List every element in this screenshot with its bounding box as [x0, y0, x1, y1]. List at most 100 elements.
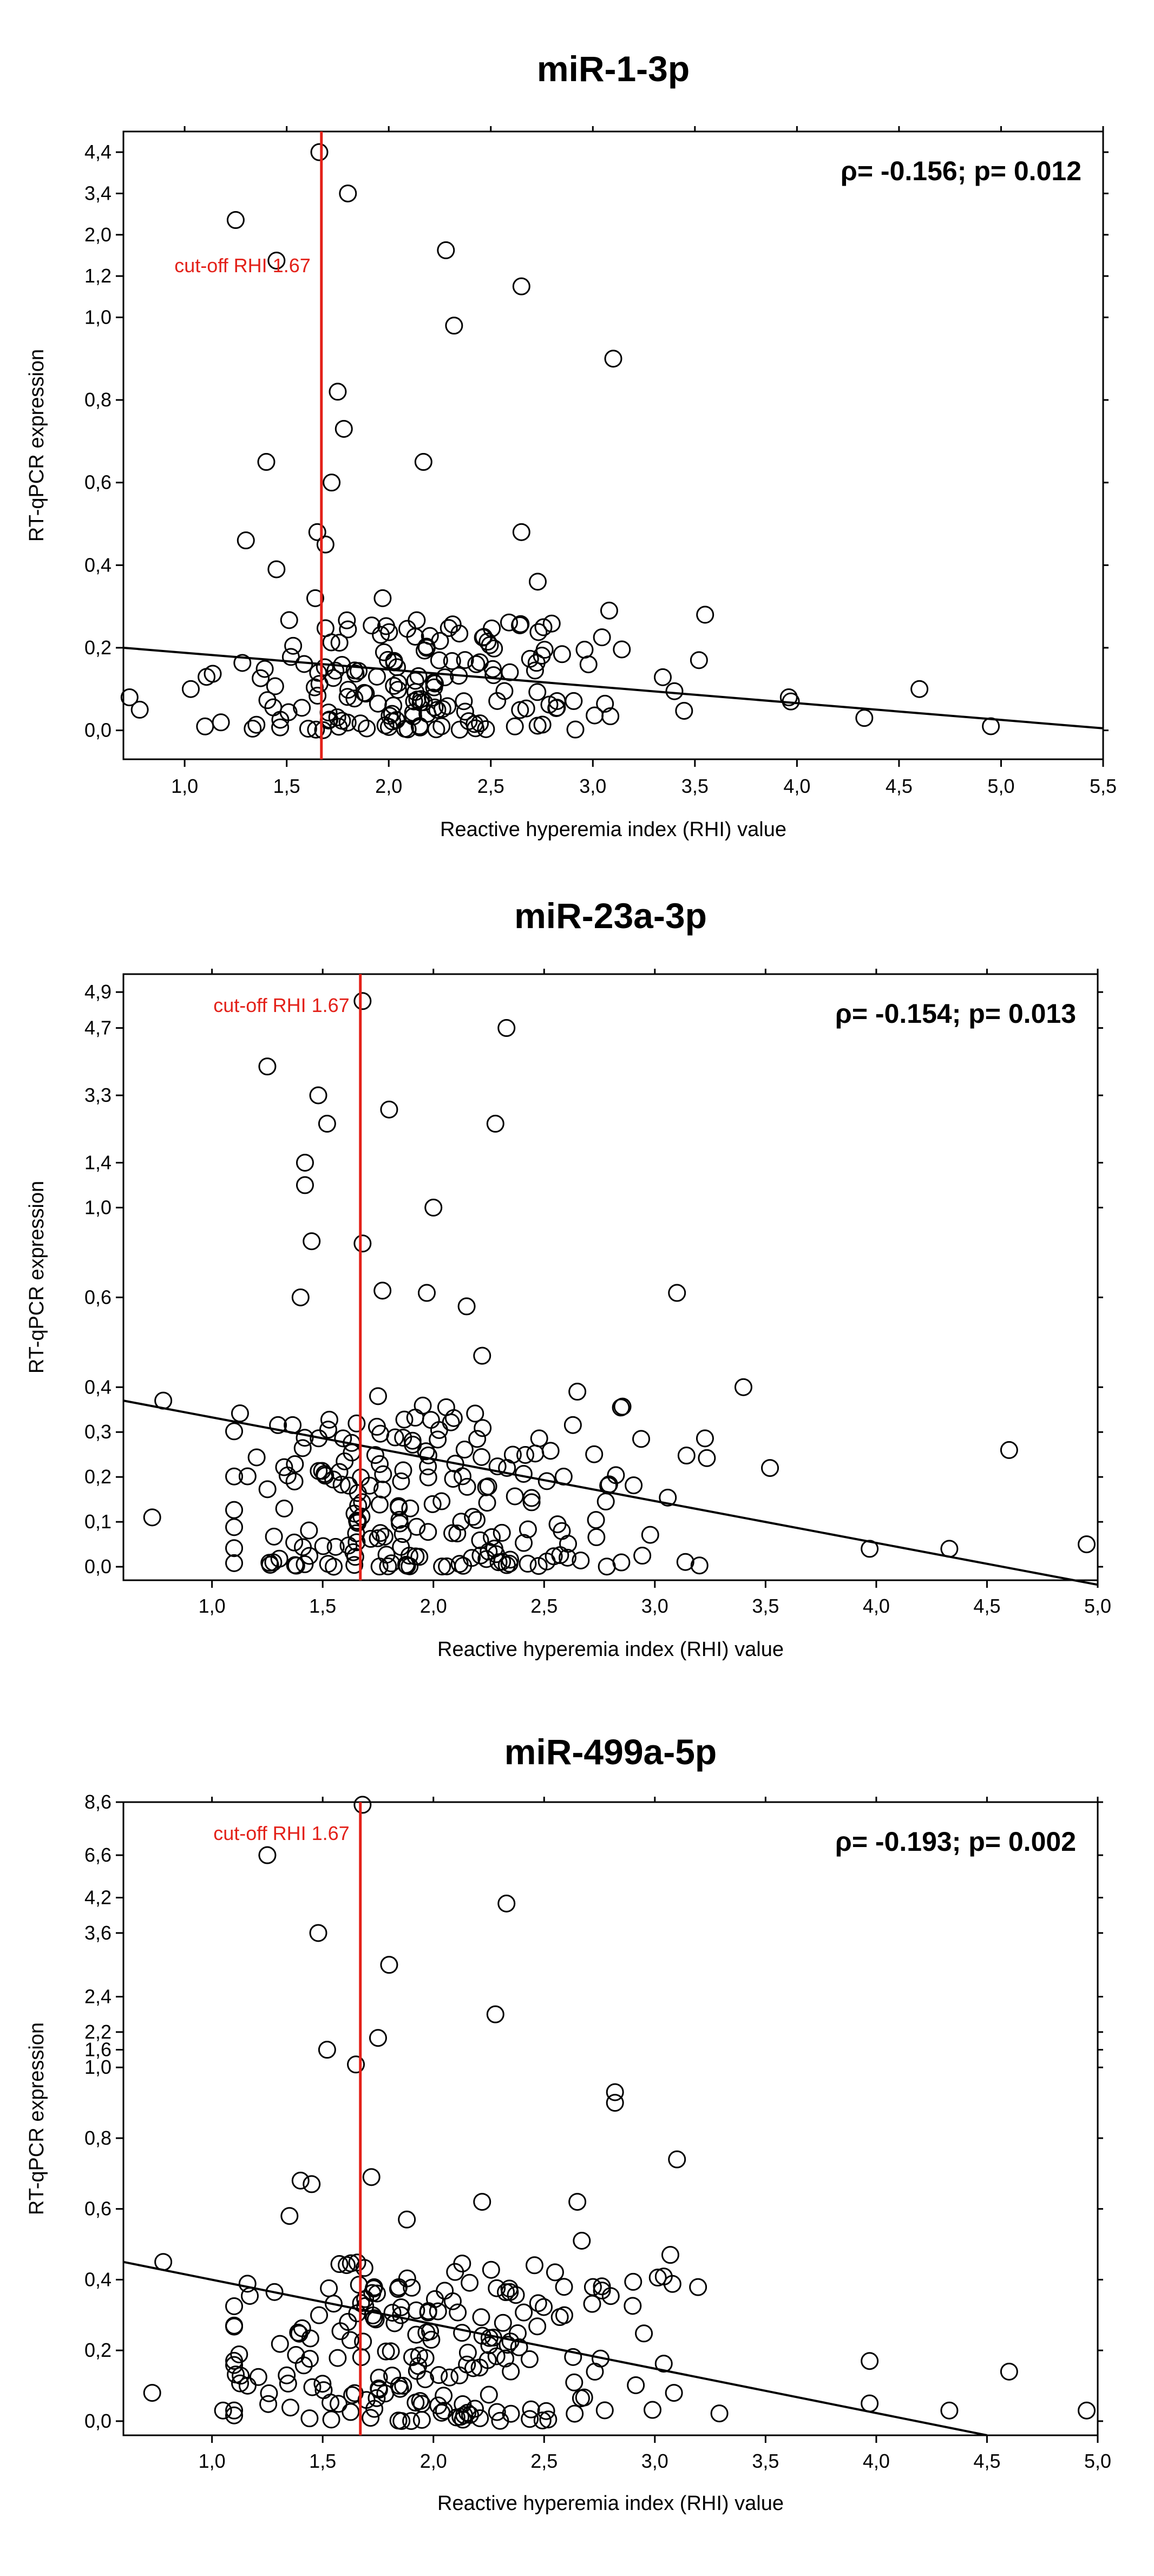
- data-point: [353, 992, 372, 1010]
- data-point: [271, 718, 290, 737]
- data-point: [394, 1429, 412, 1447]
- data-point: [281, 648, 300, 666]
- data-point: [437, 1398, 455, 1416]
- data-point: [257, 453, 276, 471]
- data-point: [337, 2256, 356, 2274]
- data-point: [432, 1492, 451, 1510]
- data-point: [349, 1514, 367, 1532]
- data-point: [314, 1537, 332, 1555]
- data-point: [419, 2302, 437, 2320]
- data-point: [565, 2373, 583, 2391]
- data-point: [271, 2335, 289, 2353]
- data-point: [440, 619, 458, 638]
- data-point: [471, 1546, 490, 1565]
- data-point: [548, 699, 566, 717]
- data-point: [316, 535, 335, 554]
- x-tick-label: 3,0: [641, 1595, 668, 1617]
- data-point: [388, 658, 406, 676]
- data-point: [632, 1430, 651, 1448]
- data-point: [406, 672, 424, 690]
- data-point: [606, 2083, 624, 2101]
- data-point: [328, 708, 346, 727]
- data-point: [676, 1553, 694, 1571]
- data-point: [390, 2376, 408, 2395]
- data-point: [329, 2395, 347, 2413]
- data-point: [330, 634, 349, 652]
- data-point: [416, 2349, 435, 2367]
- x-tick-label: 2,5: [477, 775, 504, 797]
- y-tick-label: 1,6: [84, 2039, 112, 2061]
- data-point: [419, 1446, 437, 1464]
- data-point: [514, 1464, 533, 1483]
- y-tick-label: 0,0: [84, 719, 112, 741]
- data-point: [653, 668, 672, 686]
- data-point: [383, 2303, 402, 2322]
- data-point: [499, 2336, 517, 2354]
- data-point: [394, 2376, 412, 2395]
- data-point: [517, 699, 535, 718]
- data-point: [365, 2309, 383, 2328]
- data-point: [526, 661, 544, 680]
- data-point: [310, 2306, 329, 2324]
- data-point: [341, 2331, 359, 2349]
- data-point: [940, 1540, 959, 1558]
- data-point: [668, 1284, 686, 1302]
- data-point: [450, 667, 468, 685]
- data-point: [1078, 2401, 1096, 2420]
- data-point: [398, 2210, 416, 2229]
- data-point: [354, 2332, 372, 2351]
- data-point: [403, 2348, 421, 2367]
- x-tick-label: 2,0: [375, 775, 402, 797]
- data-point: [284, 636, 303, 655]
- data-point: [369, 694, 387, 713]
- data-point: [383, 2367, 402, 2385]
- data-point: [214, 2401, 232, 2420]
- data-point: [604, 350, 622, 368]
- data-point: [389, 681, 407, 699]
- data-point: [501, 1550, 519, 1569]
- data-point: [782, 692, 800, 711]
- data-point: [347, 1414, 366, 1432]
- data-point: [252, 669, 270, 687]
- data-point: [380, 1100, 398, 1119]
- data-point: [375, 1528, 394, 1546]
- data-point: [330, 718, 348, 736]
- data-point: [734, 1378, 752, 1396]
- data-point: [480, 2386, 498, 2404]
- data-point: [1000, 2362, 1018, 2381]
- data-point: [310, 1462, 328, 1480]
- x-tick-label: 4,5: [886, 775, 913, 797]
- data-point: [346, 1548, 364, 1566]
- data-point: [334, 1429, 352, 1448]
- data-point: [300, 2350, 319, 2368]
- data-point: [478, 633, 497, 651]
- y-tick-label: 0,0: [84, 2410, 112, 2432]
- data-point: [249, 2368, 267, 2386]
- data-point: [613, 640, 631, 659]
- data-point: [318, 2041, 336, 2059]
- data-point: [1078, 1535, 1096, 1554]
- stat-annotation: ρ= -0.156; p= 0.012: [841, 156, 1081, 186]
- data-point: [497, 1019, 516, 1037]
- data-point: [453, 1467, 471, 1486]
- data-point: [212, 713, 230, 732]
- data-point: [181, 680, 200, 698]
- data-point: [530, 1429, 548, 1448]
- data-point: [522, 2400, 540, 2419]
- data-point: [154, 2253, 173, 2271]
- data-point: [371, 1455, 389, 1473]
- data-point: [225, 2351, 244, 2370]
- data-point: [510, 2338, 528, 2356]
- data-point: [445, 317, 463, 335]
- data-point: [255, 660, 274, 678]
- data-point: [366, 2310, 385, 2329]
- data-point: [485, 639, 503, 658]
- data-point: [568, 1383, 587, 1401]
- data-point: [537, 1472, 556, 1490]
- data-point: [494, 2314, 512, 2332]
- data-point: [437, 241, 455, 259]
- data-point: [370, 1495, 389, 1514]
- y-tick-label: 0,4: [84, 1376, 112, 1398]
- data-point: [233, 654, 252, 672]
- data-point: [458, 2355, 476, 2374]
